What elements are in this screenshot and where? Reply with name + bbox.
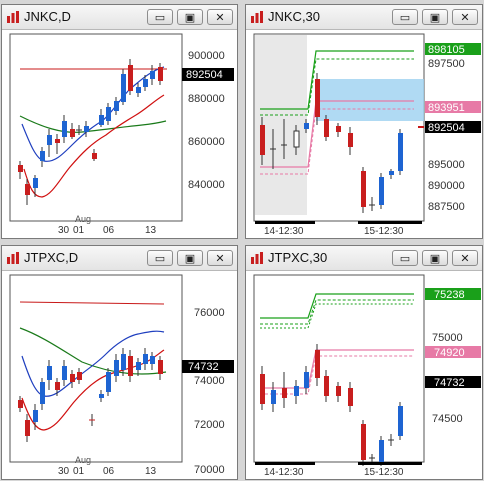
long-moving-average-line: [19, 115, 167, 133]
minimize-icon: ▭: [154, 251, 166, 265]
chart-app-icon: [251, 252, 263, 264]
window-titlebar[interactable]: JTPXC,30 ▭ ▣ ✕: [246, 246, 482, 271]
window-titlebar[interactable]: JTPXC,D ▭ ▣ ✕: [2, 246, 237, 271]
chart-window-jnkc-daily[interactable]: JNKC,D ▭ ▣ ✕: [1, 4, 238, 239]
x-axis-label: 30: [58, 225, 70, 236]
x-axis-label: 06: [103, 225, 115, 236]
current-price-tag-bg: [425, 376, 481, 388]
chart-window-jnkc-30min[interactable]: JNKC,30 ▭ ▣ ✕: [245, 4, 483, 239]
y-axis-label: 895000: [428, 159, 465, 171]
current-price-tag-bg: [182, 360, 234, 373]
close-button[interactable]: ✕: [452, 9, 478, 25]
level-tag-green-bg: [425, 288, 481, 300]
minimize-button[interactable]: ▭: [147, 9, 173, 25]
restore-icon: ▣: [184, 10, 196, 24]
current-price-tag: 892504: [428, 122, 465, 134]
minimize-icon: ▭: [399, 251, 411, 265]
restore-icon: ▣: [429, 251, 441, 265]
price-chart[interactable]: 900000 880000 860000 840000 892504 30 01…: [2, 29, 237, 238]
y-axis-label: 887500: [428, 201, 465, 213]
level-tag-green-bg: [425, 43, 481, 55]
y-axis-label: 72000: [194, 419, 225, 431]
candles: [260, 344, 403, 466]
minimize-icon: ▭: [399, 10, 411, 24]
price-chart[interactable]: 75238 75000 74920 74732 74500 14-12:30 1…: [246, 270, 482, 479]
y-axis-label: 74000: [194, 375, 225, 387]
x-axis-label: 01: [73, 466, 85, 477]
restore-button[interactable]: ▣: [422, 9, 448, 25]
window-title: JTPXC,30: [268, 250, 328, 265]
x-axis-label: 14-12:30: [264, 226, 304, 237]
y-axis-label: 900000: [188, 50, 225, 62]
current-price-tag: 74732: [188, 361, 219, 373]
close-button[interactable]: ✕: [207, 250, 233, 266]
price-chart[interactable]: 76000 74000 72000 70000 74732 30 01 06 1…: [2, 270, 237, 479]
y-axis-label: 74500: [432, 413, 463, 425]
minimize-icon: ▭: [154, 10, 166, 24]
x-axis-label: 30: [58, 466, 70, 477]
pink-level-line: [260, 100, 414, 168]
x-axis-label: 06: [103, 466, 115, 477]
lower-band-line: [23, 94, 165, 198]
x-axis-label: 14-12:30: [264, 467, 304, 478]
price-chart[interactable]: 898105 897500 893951 892504 895000 89000…: [246, 29, 482, 238]
level-tag-pink-bg: [425, 101, 481, 113]
current-price-tag: 892504: [186, 69, 223, 81]
x-axis-label: 01: [73, 225, 85, 236]
restore-icon: ▣: [184, 251, 196, 265]
restore-icon: ▣: [429, 10, 441, 24]
chart-app-icon: [7, 252, 19, 264]
green-level-line: [260, 293, 414, 319]
minimize-button[interactable]: ▭: [147, 250, 173, 266]
restore-button[interactable]: ▣: [422, 250, 448, 266]
y-axis-label: 70000: [194, 464, 225, 476]
candles: [260, 73, 403, 213]
close-icon: ✕: [460, 10, 470, 24]
candles: [18, 59, 163, 205]
candles: [18, 348, 163, 442]
restore-button[interactable]: ▣: [177, 250, 203, 266]
y-axis-label: 75000: [432, 332, 463, 344]
chart-window-jtpxc-daily[interactable]: JTPXC,D ▭ ▣ ✕: [1, 245, 238, 480]
x-axis-label: 15-12:30: [364, 467, 404, 478]
chart-app-icon: [251, 11, 263, 23]
chart-app-icon: [7, 11, 19, 23]
range-cloud: [316, 79, 424, 121]
level-tag-pink-bg: [425, 346, 481, 358]
y-axis-label: 860000: [188, 136, 225, 148]
level-tag-pink: 74920: [434, 347, 465, 359]
x-axis-label: 15-12:30: [364, 226, 404, 237]
level-tag-pink: 893951: [428, 102, 465, 114]
window-title: JNKC,D: [24, 9, 71, 24]
current-price-tag-bg: [425, 121, 481, 133]
window-titlebar[interactable]: JNKC,30 ▭ ▣ ✕: [246, 5, 482, 30]
restore-button[interactable]: ▣: [177, 9, 203, 25]
close-icon: ✕: [215, 251, 225, 265]
x-axis-month-label: Aug: [75, 455, 91, 465]
close-button[interactable]: ✕: [207, 9, 233, 25]
window-title: JTPXC,D: [24, 250, 79, 265]
green-level-line: [260, 50, 414, 110]
y-axis-label: 897500: [428, 58, 465, 70]
y-axis-label: 890000: [428, 180, 465, 192]
close-icon: ✕: [215, 10, 225, 24]
y-axis-label: 840000: [188, 179, 225, 191]
chart-window-jtpxc-30min[interactable]: JTPXC,30 ▭ ▣ ✕ 7523: [245, 245, 483, 480]
current-price-tag-bg: [182, 68, 234, 81]
window-titlebar[interactable]: JNKC,D ▭ ▣ ✕: [2, 5, 237, 30]
level-tag-green: 898105: [428, 44, 465, 56]
minimize-button[interactable]: ▭: [392, 9, 418, 25]
current-price-tag: 74732: [434, 377, 465, 389]
x-axis-label: 13: [145, 225, 157, 236]
x-axis-label: 13: [145, 466, 157, 477]
level-tag-green: 75238: [434, 289, 465, 301]
x-axis-month-label: Aug: [75, 214, 91, 224]
close-icon: ✕: [460, 251, 470, 265]
y-axis-label: 880000: [188, 93, 225, 105]
minimize-button[interactable]: ▭: [392, 250, 418, 266]
window-title: JNKC,30: [268, 9, 321, 24]
y-axis-label: 76000: [194, 307, 225, 319]
close-button[interactable]: ✕: [452, 250, 478, 266]
